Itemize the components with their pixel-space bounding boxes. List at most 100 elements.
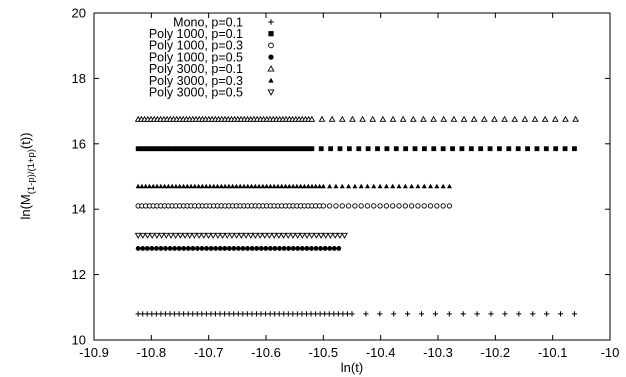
data-point (333, 183, 339, 189)
data-point (173, 183, 179, 189)
data-point (421, 203, 427, 209)
data-point (432, 311, 439, 317)
data-point (306, 146, 312, 152)
x-tick-label: -10.1 (538, 345, 568, 360)
x-tick-label: -10.4 (366, 345, 396, 360)
data-point (140, 246, 146, 251)
data-point (181, 246, 187, 251)
data-point (195, 246, 200, 251)
data-point (190, 246, 196, 251)
y-tick-label: 10 (72, 333, 86, 348)
data-point (215, 183, 221, 189)
data-point (224, 146, 229, 152)
data-point (230, 183, 236, 189)
data-point (294, 183, 300, 189)
data-point (285, 311, 291, 317)
series-4 (134, 115, 579, 122)
data-point (144, 232, 151, 239)
data-point (169, 183, 175, 189)
data-point (144, 311, 150, 317)
data-point (349, 311, 355, 317)
data-point (176, 311, 182, 317)
data-point (158, 232, 165, 239)
data-point (192, 183, 198, 189)
data-point (228, 232, 236, 239)
data-point (172, 232, 180, 239)
data-point (241, 183, 247, 189)
data-point (261, 232, 269, 239)
data-point (247, 232, 255, 239)
data-point (227, 146, 232, 152)
data-point (543, 146, 549, 152)
data-point (297, 146, 303, 152)
data-point (339, 203, 345, 209)
data-point (236, 246, 241, 251)
data-point (371, 203, 377, 209)
data-point (294, 311, 300, 317)
data-point (383, 183, 389, 189)
data-point (245, 183, 251, 189)
data-point (409, 183, 415, 189)
data-point (340, 311, 346, 317)
data-point (190, 311, 196, 317)
data-point (562, 115, 569, 122)
data-point (409, 115, 417, 122)
data-point (317, 232, 325, 239)
data-point (541, 115, 549, 122)
y-tick-label: 18 (72, 71, 86, 86)
data-point (290, 183, 296, 189)
data-point (144, 146, 150, 152)
data-point (393, 146, 399, 152)
data-point (167, 232, 175, 239)
data-point (415, 203, 421, 209)
data-point (211, 183, 217, 189)
data-point (313, 246, 319, 251)
data-point (135, 246, 141, 251)
data-point (289, 232, 297, 239)
data-point (375, 146, 380, 152)
data-point (264, 183, 270, 189)
data-point (290, 311, 296, 317)
data-point (399, 115, 407, 122)
data-point (167, 311, 173, 317)
y-axis-title-tail: (t)) (18, 132, 33, 149)
data-point (331, 246, 337, 251)
data-point (396, 183, 402, 189)
data-point (301, 183, 307, 189)
data-point (253, 311, 260, 317)
data-point (364, 203, 371, 209)
data-point (440, 146, 446, 152)
x-tick-label: -10.6 (251, 345, 281, 360)
data-point (153, 311, 159, 317)
data-point (172, 246, 178, 251)
legend-label: Poly 3000, p=0.3 (149, 74, 243, 88)
data-point (525, 146, 530, 152)
data-point (405, 311, 411, 317)
series-2 (135, 203, 453, 209)
data-point (207, 183, 213, 189)
data-point (420, 115, 427, 122)
data-point (241, 146, 247, 152)
data-point (233, 183, 239, 189)
data-point (320, 203, 326, 209)
data-point (346, 146, 352, 152)
data-point (440, 115, 448, 122)
data-point (212, 311, 219, 317)
data-point (167, 246, 173, 251)
data-point (318, 146, 324, 152)
data-point (168, 146, 173, 152)
data-point (313, 232, 320, 239)
data-point (534, 146, 540, 152)
data-point (309, 146, 315, 152)
data-point (450, 146, 455, 152)
data-point (365, 146, 371, 152)
data-point (431, 146, 437, 152)
data-point (282, 146, 288, 152)
data-point (267, 311, 273, 317)
data-point (572, 115, 579, 122)
data-point (249, 183, 255, 189)
y-tick-label: 14 (72, 202, 86, 217)
data-point (389, 115, 397, 122)
data-point (460, 311, 466, 317)
data-point (300, 146, 306, 152)
